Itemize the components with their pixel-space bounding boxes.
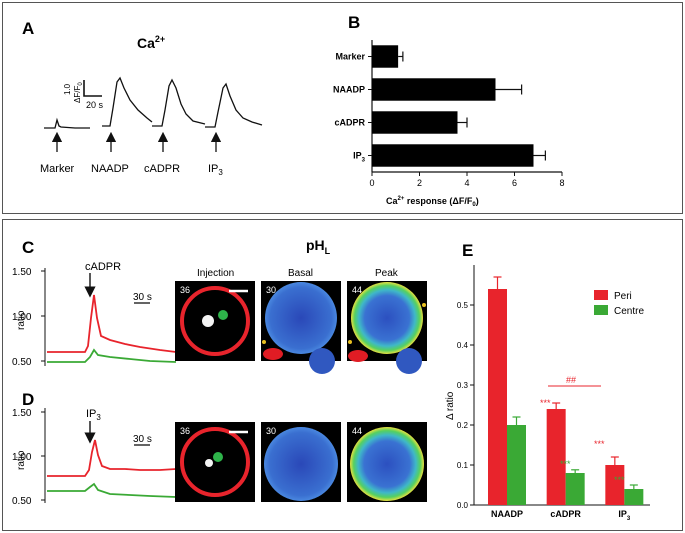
d-ytick-100: 1.00: [12, 452, 32, 463]
e-category-label: IP3: [618, 509, 631, 522]
chart-e-legend: Peri Centre: [594, 290, 644, 317]
trace-label-marker: Marker: [40, 163, 75, 175]
bottom-panel-frame: [2, 219, 683, 531]
d-trace-peri: [47, 439, 177, 477]
b-category-label: Marker: [335, 52, 365, 62]
c-ytick-100: 1.00: [12, 312, 32, 323]
b-category-label: cADPR: [334, 118, 365, 128]
c-scale-label: 30 s: [133, 292, 152, 303]
panel-label-d: D: [22, 390, 34, 409]
image-title-injection: Injection: [197, 268, 234, 279]
d-frame-num-basal: 30: [266, 426, 276, 436]
chart-b-xlabel: Ca2+ response (ΔF/F0): [386, 196, 479, 208]
scale-x-label: 20 s: [86, 100, 104, 110]
b-bar-naadp: [372, 78, 496, 101]
b-xtick-label: 4: [464, 178, 469, 188]
panel-a-scale-bar: 1.0 ΔF/F0 20 s: [63, 80, 104, 110]
c-image-peak: 44: [347, 281, 427, 374]
c-stimulus-label: cADPR: [85, 261, 121, 273]
c-frame-num-injection: 36: [180, 285, 190, 295]
star-ip3-centre: ***: [614, 475, 625, 485]
e-ytick-label: 0.3: [457, 381, 469, 390]
d-frame-num-peak: 44: [352, 426, 362, 436]
e-ytick-label: 0.2: [457, 421, 469, 430]
legend-label-centre: Centre: [614, 306, 644, 317]
d-ytick-150: 1.50: [12, 408, 32, 419]
c-ytick-150: 1.50: [12, 267, 32, 278]
c-image-basal: 30: [261, 281, 341, 374]
image-title-peak: Peak: [375, 268, 399, 279]
scale-y-unit: ΔF/F0: [73, 82, 84, 103]
significance-hash: ##: [566, 375, 576, 385]
e-ytick-label: 0.0: [457, 501, 469, 510]
d-scale-label: 30 s: [133, 434, 152, 445]
d-image-basal: 30: [261, 422, 341, 502]
e-category-label: NAADP: [491, 509, 523, 519]
e-bar-cadpr-centre: [565, 473, 585, 505]
panel-label-c: C: [22, 238, 34, 257]
panel-a-title: Ca2+: [137, 34, 165, 51]
e-bar-ip3-centre: [624, 489, 644, 505]
panel-c-axis: 1.50 1.00 0.50 ratio: [12, 267, 46, 368]
star-cadpr-peri: ***: [540, 398, 551, 408]
trace-naadp: [102, 76, 153, 127]
star-cadpr-centre: ***: [560, 459, 571, 469]
d-ytick-050: 0.50: [12, 496, 32, 507]
e-bar-ip3-peri: [605, 465, 625, 505]
e-ytick-label: 0.4: [457, 341, 469, 350]
star-ip3-peri: ***: [594, 439, 605, 449]
b-xtick-label: 2: [417, 178, 422, 188]
e-ytick-label: 0.1: [457, 461, 469, 470]
e-bar-cadpr-peri: [546, 409, 566, 505]
image-title-basal: Basal: [288, 268, 313, 279]
panel-label-b: B: [348, 13, 360, 32]
d-image-peak: 44: [347, 422, 427, 502]
scale-y-value: 1.0: [63, 83, 72, 95]
c-trace-peri: [47, 294, 177, 353]
d-stimulus-label: IP3: [86, 408, 101, 422]
legend-label-peri: Peri: [614, 291, 632, 302]
c-frame-num-basal: 30: [266, 285, 276, 295]
b-xtick-label: 0: [369, 178, 374, 188]
trace-label-naadp: NAADP: [91, 163, 129, 175]
b-bar-marker: [372, 45, 399, 68]
c-ylabel: ratio: [16, 310, 27, 330]
trace-marker: [44, 117, 90, 129]
panel-label-a: A: [22, 19, 34, 38]
b-xtick-label: 6: [512, 178, 517, 188]
b-xtick-label: 8: [559, 178, 564, 188]
e-ytick-label: 0.5: [457, 301, 469, 310]
b-category-label: IP3: [353, 151, 366, 164]
legend-swatch-centre: [594, 305, 608, 315]
d-image-injection: 36: [175, 422, 255, 502]
b-bar-cadpr: [372, 111, 458, 134]
d-frame-num-injection: 36: [180, 426, 190, 436]
chart-e-ylabel: Δ ratio: [445, 391, 456, 420]
trace-cadpr: [152, 78, 206, 127]
e-category-label: cADPR: [550, 509, 581, 519]
chart-e: 0.0 0.1 0.2 0.3 0.4 0.5 NAADP cADPR IP3: [457, 265, 650, 522]
trace-label-ip3: IP3: [208, 163, 223, 177]
panel-c-title: pHL: [306, 237, 331, 256]
panel-d-axis: 1.50 1.00 0.50 ratio: [12, 408, 46, 507]
c-trace-centre: [47, 348, 177, 363]
chart-b: 0 2 4 6 8 Marker NAADP cADPR IP3: [333, 40, 565, 188]
b-category-label: NAADP: [333, 85, 365, 95]
trace-label-cadpr: cADPR: [144, 163, 180, 175]
trace-ip3: [205, 82, 263, 128]
e-bar-naadp-centre: [507, 425, 526, 505]
e-bar-naadp-peri: [488, 289, 507, 505]
c-frame-num-peak: 44: [352, 285, 362, 295]
c-ytick-050: 0.50: [12, 357, 32, 368]
top-panel-frame: [2, 2, 683, 214]
d-ylabel: ratio: [16, 450, 27, 470]
panel-label-e: E: [462, 241, 473, 260]
legend-swatch-peri: [594, 290, 608, 300]
c-image-injection: 36: [175, 281, 255, 361]
d-trace-centre: [47, 482, 177, 498]
b-bar-ip3: [372, 144, 534, 167]
